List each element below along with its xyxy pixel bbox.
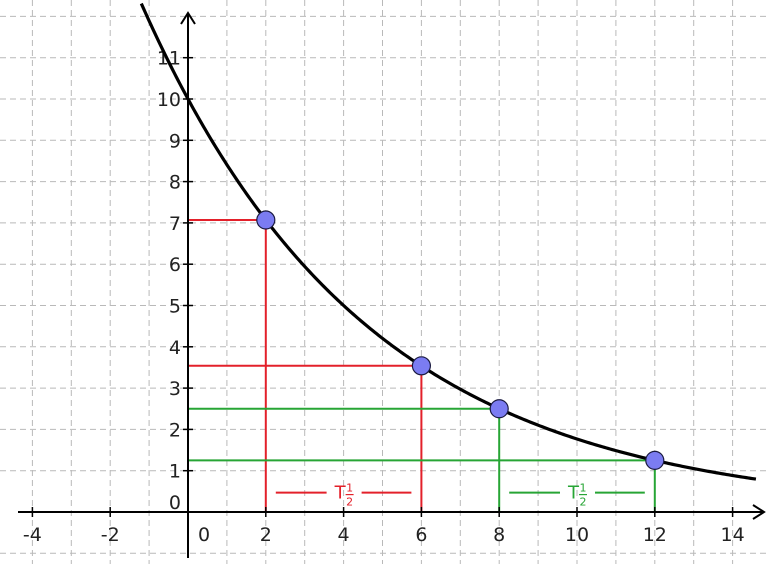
- half-life-label: T: [567, 483, 580, 504]
- x-tick-label: 14: [721, 524, 745, 546]
- y-tick-label: 3: [169, 378, 181, 400]
- x-tick-label: -2: [101, 524, 120, 546]
- y-tick-label: 6: [169, 254, 181, 276]
- x-tick-label: 8: [493, 524, 505, 546]
- y-tick-label: 8: [169, 172, 181, 194]
- half-life-numerator: 1: [346, 482, 353, 495]
- axes: [18, 11, 766, 558]
- x-tick-label: 0: [198, 524, 210, 546]
- x-tick-label: 2: [260, 524, 272, 546]
- x-tick-label: 12: [643, 524, 667, 546]
- x-tick-label: 4: [338, 524, 350, 546]
- y-tick-label: 11: [157, 48, 181, 70]
- x-tick-label: 10: [565, 524, 589, 546]
- y-tick-label: 5: [169, 296, 181, 318]
- y-tick-label: 9: [169, 130, 181, 152]
- y-axis-arrow: [180, 11, 196, 25]
- x-tick-label: 6: [415, 524, 427, 546]
- y-tick-label: 1: [169, 461, 181, 483]
- half-life-numerator: 1: [580, 482, 587, 495]
- y-tick-label: 10: [157, 89, 181, 111]
- x-axis-arrow: [752, 504, 766, 520]
- half-life-denominator: 2: [346, 496, 353, 509]
- y-tick-label: 2: [169, 419, 181, 441]
- data-point: [256, 210, 276, 230]
- half-life-label: T: [334, 483, 347, 504]
- y-tick-label: 0: [169, 492, 181, 514]
- data-point: [411, 356, 431, 376]
- data-point: [489, 399, 509, 419]
- y-tick-label: 7: [169, 213, 181, 235]
- half-life-guides: T 12 T 12: [188, 219, 656, 512]
- data-point: [645, 450, 665, 470]
- y-tick-label: 4: [169, 337, 181, 359]
- half-life-denominator: 2: [580, 496, 587, 509]
- x-tick-label: -4: [23, 524, 42, 546]
- data-points: [256, 210, 665, 470]
